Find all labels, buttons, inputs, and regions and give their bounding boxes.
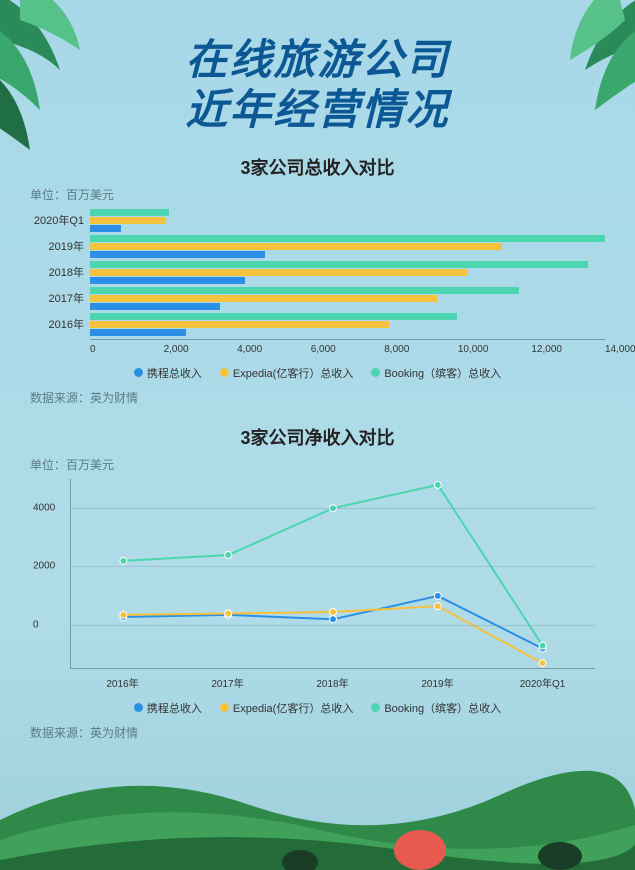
line-legend: 携程总收入 Expedia(亿客行）总收入 Booking（缤客）总收入 — [30, 700, 605, 716]
bar-segment — [90, 277, 245, 284]
line-x-tick: 2016年 — [70, 675, 175, 690]
bar-x-tick: 4,000 — [237, 344, 311, 355]
bar-track — [90, 209, 605, 232]
bar-x-tick: 10,000 — [458, 344, 532, 355]
leaves-top-left-icon — [0, 0, 140, 160]
line-marker — [330, 616, 337, 623]
bar-segment — [90, 313, 457, 320]
legend-label: Booking（缤客）总收入 — [384, 700, 501, 716]
legend-label: Expedia(亿客行）总收入 — [233, 365, 353, 381]
legend-label: 携程总收入 — [147, 365, 202, 381]
bar-category-label: 2016年 — [30, 316, 90, 332]
bar-segment — [90, 251, 265, 258]
bar-x-tick: 8,000 — [384, 344, 458, 355]
bar-track — [90, 287, 605, 310]
legend-item: 携程总收入 — [134, 700, 202, 716]
bar-row: 2017年 — [30, 287, 605, 310]
legend-label: Booking（缤客）总收入 — [384, 365, 501, 381]
legend-dot-icon — [220, 368, 229, 377]
bar-x-tick: 12,000 — [531, 344, 605, 355]
legend-item: Booking（缤客）总收入 — [371, 365, 501, 381]
line-marker — [330, 608, 337, 615]
legend-dot-icon — [134, 703, 143, 712]
bar-legend: 携程总收入 Expedia(亿客行）总收入 Booking（缤客）总收入 — [30, 365, 605, 381]
line-chart-source: 数据来源：英为财情 — [30, 724, 605, 741]
legend-item: Booking（缤客）总收入 — [371, 700, 501, 716]
bar-category-label: 2018年 — [30, 264, 90, 280]
line-x-tick: 2019年 — [385, 675, 490, 690]
y-tick-label: 2000 — [33, 561, 55, 572]
line-x-tick: 2020年Q1 — [490, 675, 595, 690]
bar-chart-source: 数据来源：英为财情 — [30, 389, 605, 406]
line-marker — [434, 602, 441, 609]
legend-item: 携程总收入 — [134, 365, 202, 381]
bar-segment — [90, 295, 437, 302]
bar-segment — [90, 321, 389, 328]
line-x-tick: 2017年 — [175, 675, 280, 690]
bar-category-label: 2017年 — [30, 290, 90, 306]
line-marker — [434, 592, 441, 599]
leaves-top-right-icon — [515, 0, 635, 140]
line-chart-unit: 单位：百万美元 — [30, 456, 605, 473]
legend-dot-icon — [220, 703, 229, 712]
bar-segment — [90, 209, 169, 216]
legend-dot-icon — [134, 368, 143, 377]
bar-segment — [90, 225, 121, 232]
line-marker — [539, 659, 546, 666]
bar-category-label: 2020年Q1 — [30, 212, 90, 228]
bar-row: 2018年 — [30, 261, 605, 284]
line-chart-section: 3家公司净收入对比 单位：百万美元 020004000 2016年2017年20… — [30, 424, 605, 741]
bar-row: 2016年 — [30, 313, 605, 336]
bar-segment — [90, 235, 605, 242]
bar-chart-unit: 单位：百万美元 — [30, 186, 605, 203]
line-x-tick: 2018年 — [280, 675, 385, 690]
y-gridline — [71, 566, 595, 567]
bar-segment — [90, 243, 502, 250]
bar-segment — [90, 303, 220, 310]
bar-category-label: 2019年 — [30, 238, 90, 254]
bar-segment — [90, 287, 519, 294]
line-marker — [225, 610, 232, 617]
bar-x-axis: 02,0004,0006,0008,00010,00012,00014,000 — [90, 339, 605, 355]
line-marker — [539, 642, 546, 649]
bar-row: 2020年Q1 — [30, 209, 605, 232]
line-marker — [225, 551, 232, 558]
bar-x-tick: 0 — [90, 344, 164, 355]
bar-segment — [90, 269, 468, 276]
line-chart-title: 3家公司净收入对比 — [30, 424, 605, 450]
y-gridline — [71, 508, 595, 509]
line-marker — [434, 481, 441, 488]
y-gridline — [71, 625, 595, 626]
bar-track — [90, 313, 605, 336]
bar-segment — [90, 217, 166, 224]
bar-segment — [90, 261, 588, 268]
bar-segment — [90, 329, 186, 336]
bar-x-tick: 6,000 — [311, 344, 385, 355]
bar-track — [90, 261, 605, 284]
line-chart: 020004000 — [70, 479, 595, 669]
bar-track — [90, 235, 605, 258]
y-tick-label: 4000 — [33, 503, 55, 514]
line-marker — [120, 611, 127, 618]
bar-chart: 2020年Q1 2019年 2018年 2017年 2016年 — [30, 209, 605, 336]
legend-dot-icon — [371, 368, 380, 377]
line-x-axis: 2016年2017年2018年2019年2020年Q1 — [70, 669, 595, 690]
legend-label: 携程总收入 — [147, 700, 202, 716]
bar-chart-section: 3家公司总收入对比 单位：百万美元 2020年Q12019年2018年2017年… — [30, 154, 605, 406]
legend-item: Expedia(亿客行）总收入 — [220, 365, 353, 381]
legend-dot-icon — [371, 703, 380, 712]
line-marker — [120, 557, 127, 564]
y-tick-label: 0 — [33, 619, 39, 630]
legend-label: Expedia(亿客行）总收入 — [233, 700, 353, 716]
bar-x-tick: 2,000 — [164, 344, 238, 355]
hills-decoration-icon — [0, 750, 635, 870]
legend-item: Expedia(亿客行）总收入 — [220, 700, 353, 716]
bar-row: 2019年 — [30, 235, 605, 258]
